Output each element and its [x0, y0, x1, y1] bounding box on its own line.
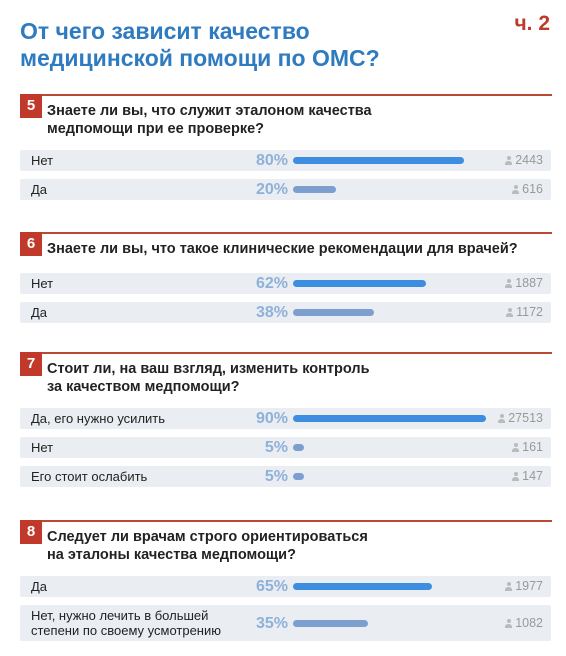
- question-block-8: 8 Следует ли врачам строго ориентироватьс…: [20, 520, 552, 641]
- answer-count-value: 1887: [515, 276, 543, 290]
- answer-label: Нет: [31, 276, 54, 291]
- person-icon: [505, 582, 513, 591]
- answer-percent: 90%: [255, 410, 288, 427]
- answer-count: 147: [512, 469, 543, 484]
- answer-bar: [293, 415, 486, 422]
- answer-label: Нет: [31, 153, 54, 168]
- answer-row: Его стоит ослабить 5% 147: [20, 466, 551, 487]
- answer-bar: [293, 620, 368, 627]
- question-number-badge: 5: [20, 94, 42, 118]
- answer-bar: [293, 280, 426, 287]
- question-text: Следует ли врачам строго ориентироваться…: [47, 529, 368, 563]
- question-number-badge: 8: [20, 520, 42, 544]
- answer-percent: 5%: [264, 468, 288, 485]
- answer-label: Нет: [31, 440, 54, 455]
- answer-row: Да 20% 616: [20, 179, 551, 200]
- answer-row: Нет 80% 2443: [20, 150, 551, 171]
- answer-row: Нет 5% 161: [20, 437, 551, 458]
- answer-percent: 20%: [255, 181, 288, 198]
- answer-bar: [293, 309, 374, 316]
- answer-bar: [293, 186, 336, 193]
- answer-count: 161: [512, 440, 543, 455]
- question-block-6: 6 Знаете ли вы, что такое клинические рек…: [20, 232, 552, 323]
- answer-bar: [293, 473, 304, 480]
- answer-count-value: 161: [522, 440, 543, 454]
- person-icon: [505, 619, 513, 628]
- divider-line: [20, 232, 552, 234]
- answer-label: Его стоит ослабить: [31, 469, 148, 484]
- answer-count: 616: [512, 182, 543, 197]
- question-text: Знаете ли вы, что такое клинические реко…: [47, 241, 518, 257]
- answer-label: Нет, нужно лечить в большей степени по с…: [31, 608, 221, 638]
- person-icon: [512, 472, 520, 481]
- divider-line: [20, 94, 552, 96]
- answer-bar: [293, 444, 304, 451]
- person-icon: [506, 308, 514, 317]
- answer-count-value: 1977: [515, 579, 543, 593]
- answer-count: 2443: [505, 153, 543, 168]
- answer-count: 1172: [506, 305, 543, 320]
- answer-label: Да, его нужно усилить: [31, 411, 166, 426]
- answer-row: Нет, нужно лечить в большей степени по с…: [20, 605, 551, 641]
- answer-label: Да: [31, 579, 48, 594]
- answer-bar: [293, 583, 432, 590]
- part-number: ч. 2: [514, 12, 550, 35]
- divider-line: [20, 352, 552, 354]
- answer-count-value: 616: [522, 182, 543, 196]
- answer-count: 1887: [505, 276, 543, 291]
- answer-label: Да: [31, 182, 48, 197]
- person-icon: [505, 279, 513, 288]
- question-text: Стоит ли, на ваш взгляд, изменить контро…: [47, 361, 370, 395]
- person-icon: [498, 414, 506, 423]
- answer-count-value: 147: [522, 469, 543, 483]
- question-header: 6 Знаете ли вы, что такое клинические рек…: [20, 232, 552, 278]
- question-header: 5 Знаете ли вы, что служит эталоном качес…: [20, 94, 552, 140]
- question-block-5: 5 Знаете ли вы, что служит эталоном качес…: [20, 94, 552, 200]
- person-icon: [505, 156, 513, 165]
- question-number-badge: 6: [20, 232, 42, 256]
- divider-line: [20, 520, 552, 522]
- answer-percent: 35%: [255, 615, 288, 632]
- question-text: Знаете ли вы, что служит эталоном качест…: [47, 103, 372, 137]
- answer-count-value: 1082: [515, 616, 543, 630]
- answer-percent: 80%: [255, 152, 288, 169]
- answer-count: 1977: [505, 579, 543, 594]
- question-block-7: 7 Стоит ли, на ваш взгляд, изменить контр…: [20, 352, 552, 487]
- answer-label: Да: [31, 305, 48, 320]
- answer-row: Нет 62% 1887: [20, 273, 551, 294]
- answer-count: 1082: [505, 616, 543, 631]
- answer-count: 27513: [498, 411, 543, 426]
- answer-count-value: 2443: [515, 153, 543, 167]
- person-icon: [512, 185, 520, 194]
- answer-percent: 62%: [255, 275, 288, 292]
- answer-count-value: 1172: [516, 305, 543, 319]
- page-title: От чего зависит качество медицинской пом…: [20, 18, 380, 71]
- answer-row: Да, его нужно усилить 90% 27513: [20, 408, 551, 429]
- answer-bar: [293, 157, 464, 164]
- question-number-badge: 7: [20, 352, 42, 376]
- answer-count-value: 27513: [508, 411, 543, 425]
- person-icon: [512, 443, 520, 452]
- answer-percent: 38%: [255, 304, 288, 321]
- question-header: 7 Стоит ли, на ваш взгляд, изменить контр…: [20, 352, 552, 398]
- answer-percent: 5%: [264, 439, 288, 456]
- answer-percent: 65%: [255, 578, 288, 595]
- answer-row: Да 65% 1977: [20, 576, 551, 597]
- question-header: 8 Следует ли врачам строго ориентироватьс…: [20, 520, 552, 566]
- answer-row: Да 38% 1172: [20, 302, 551, 323]
